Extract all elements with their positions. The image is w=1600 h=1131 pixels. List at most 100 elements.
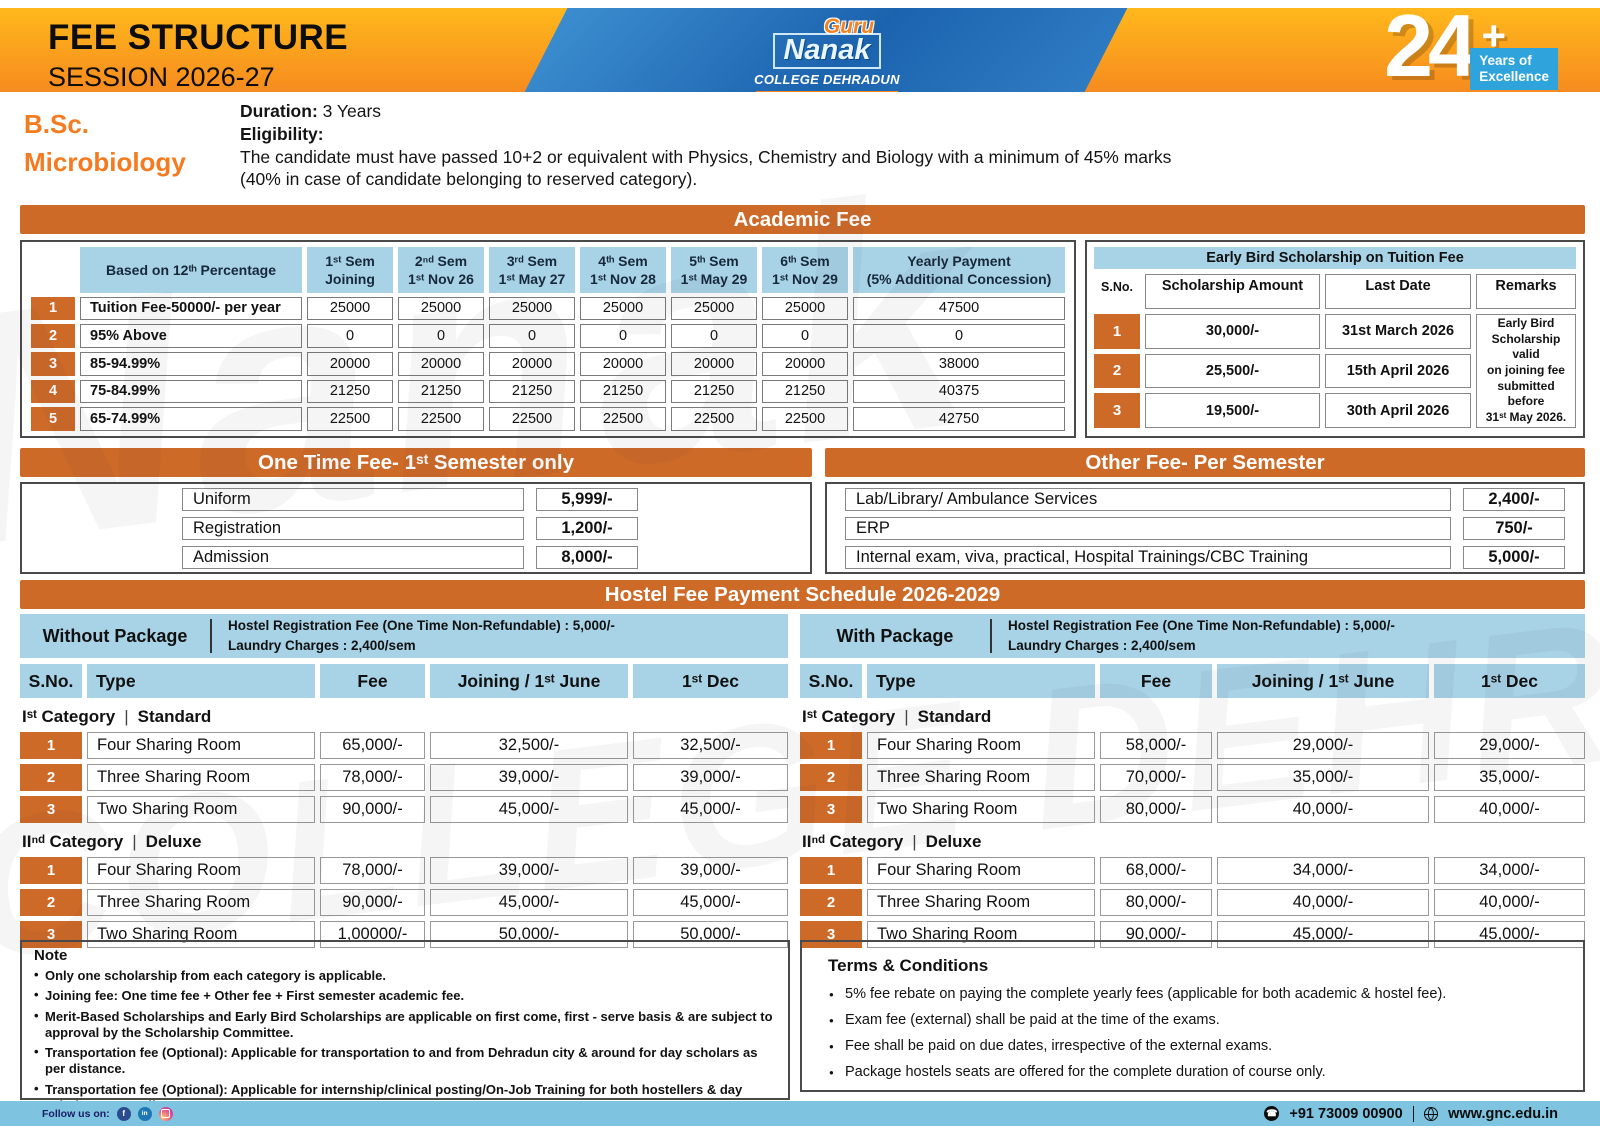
package-header-band: Without Package Hostel Registration Fee … <box>20 614 788 658</box>
phone-number: +91 73009 00900 <box>1289 1105 1403 1122</box>
category-kind: Standard <box>917 707 992 726</box>
fee-cell: 20000 <box>398 351 484 376</box>
fee-item-label: Registration <box>182 516 524 540</box>
package-info: Hostel Registration Fee (One Time Non-Re… <box>992 616 1395 657</box>
col-header-type: Type <box>87 664 315 698</box>
room-fee: 1,00000/- <box>320 921 425 948</box>
fee-cell: 0 <box>398 324 484 348</box>
divider: | <box>124 707 129 726</box>
col-header-percentage: Based on 12ᵗʰ Percentage <box>80 247 302 293</box>
linkedin-icon[interactable]: in <box>137 1106 152 1121</box>
col-header-joining: Joining / 1ˢᵗ June <box>430 664 628 698</box>
room-type: Two Sharing Room <box>87 921 315 948</box>
facebook-icon[interactable]: f <box>116 1106 131 1121</box>
college-logo: Guru Nanak COLLEGE DEHRADUN NAAC ACCREDI… <box>742 16 912 92</box>
row-number: 4 <box>31 379 75 404</box>
divider: | <box>912 832 917 851</box>
fee-row: Registration 1,200/- <box>182 516 810 540</box>
early-bird-scholarship-table: Early Bird Scholarship on Tuition Fee S.… <box>1085 240 1585 438</box>
joining-installment: 39,000/- <box>430 857 628 884</box>
col-header-sno: S.No. <box>20 664 82 698</box>
fee-row: Lab/Library/ Ambulance Services 2,400/- <box>845 487 1565 511</box>
fee-row: Admission 8,000/- <box>182 545 810 569</box>
category-name: Iˢᵗ Category <box>802 707 896 726</box>
fee-cell: 38000 <box>853 351 1065 376</box>
hostel-fee-banner: Hostel Fee Payment Schedule 2026-2029 <box>20 580 1585 609</box>
row-label: Tuition Fee-50000/- per year <box>80 296 302 321</box>
globe-icon <box>1424 1106 1439 1121</box>
category-name: IIⁿᵈ Category <box>22 832 124 851</box>
room-type: Two Sharing Room <box>867 796 1095 823</box>
table-row: 1 Tuition Fee-50000/- per year 25000 250… <box>31 296 1065 321</box>
room-type: Four Sharing Room <box>867 857 1095 884</box>
social-links: Follow us on: f in <box>42 1106 173 1121</box>
room-fee: 78,000/- <box>320 764 425 791</box>
row-label: 85-94.99% <box>80 351 302 376</box>
one-time-fee-box: Uniform 5,999/- Registration 1,200/- Adm… <box>20 482 812 574</box>
col-header-sem4: 4ᵗʰ Sem 1ˢᵗ Nov 28 <box>580 247 666 293</box>
row-label: 65-74.99% <box>80 407 302 431</box>
remarks-cell: Early Bird Scholarship valid on joining … <box>1476 313 1576 428</box>
dec-installment: 32,500/- <box>633 732 788 759</box>
col-header-dec: 1ˢᵗ Dec <box>633 664 788 698</box>
fee-cell: 42750 <box>853 407 1065 431</box>
col-header-sem1: 1ˢᵗ Sem Joining <box>307 247 393 293</box>
fee-item-label: Admission <box>182 545 524 569</box>
terms-bullet: Fee shall be paid on due dates, irrespec… <box>828 1038 1557 1054</box>
last-date: 30th April 2026 <box>1325 393 1471 428</box>
dec-installment: 45,000/- <box>1434 921 1585 948</box>
academic-fee-banner: Academic Fee <box>20 205 1585 234</box>
early-bird-grid: S.No. Scholarship Amount Last Date Remar… <box>1094 274 1576 428</box>
instagram-icon[interactable] <box>158 1106 173 1121</box>
col-header-type: Type <box>867 664 1095 698</box>
row-number: 2 <box>20 764 82 791</box>
dec-installment: 39,000/- <box>633 857 788 884</box>
joining-installment: 50,000/- <box>430 921 628 948</box>
table-row: 4 75-84.99% 21250 21250 21250 21250 2125… <box>31 379 1065 404</box>
row-number: 3 <box>20 796 82 823</box>
table-row: 2 95% Above 0 0 0 0 0 0 0 <box>31 324 1065 348</box>
note-bullet: Only one scholarship from each category … <box>34 967 776 984</box>
hostel-grid: S.No. Type Fee Joining / 1ˢᵗ June 1ˢᵗ De… <box>800 664 1585 948</box>
joining-installment: 35,000/- <box>1217 764 1429 791</box>
early-bird-title: Early Bird Scholarship on Tuition Fee <box>1094 247 1576 269</box>
fee-item-value: 1,200/- <box>536 516 638 540</box>
col-header-sno: S.No. <box>800 664 862 698</box>
fee-item-label: Lab/Library/ Ambulance Services <box>845 487 1451 511</box>
fee-row: Uniform 5,999/- <box>182 487 810 511</box>
fee-item-value: 8,000/- <box>536 545 638 569</box>
package-header-band: With Package Hostel Registration Fee (On… <box>800 614 1585 658</box>
fee-row: ERP 750/- <box>845 516 1565 540</box>
room-fee: 68,000/- <box>1100 857 1212 884</box>
fee-cell: 25000 <box>762 296 848 321</box>
row-number: 2 <box>1094 353 1140 389</box>
duration-label: Duration: <box>240 101 318 121</box>
fee-item-value: 750/- <box>1463 516 1565 540</box>
logo-nanak-text: Nanak <box>773 33 881 69</box>
col-header-joining: Joining / 1ˢᵗ June <box>1217 664 1429 698</box>
website-url[interactable]: www.gnc.edu.in <box>1448 1105 1558 1122</box>
fee-item-label: ERP <box>845 516 1451 540</box>
laundry-line: Laundry Charges : 2,400/sem <box>228 638 416 653</box>
row-number: 3 <box>31 351 75 376</box>
fee-cell: 22500 <box>671 407 757 431</box>
fee-cell: 0 <box>580 324 666 348</box>
session-subtitle: SESSION 2026-27 <box>48 62 275 92</box>
col-header-sem5: 5ᵗʰ Sem 1ˢᵗ May 29 <box>671 247 757 293</box>
row-number: 3 <box>20 921 82 948</box>
logo-college-text: COLLEGE DEHRADUN <box>754 72 900 87</box>
room-type: Three Sharing Room <box>87 764 315 791</box>
fee-cell: 25000 <box>671 296 757 321</box>
table-row: 3 85-94.99% 20000 20000 20000 20000 2000… <box>31 351 1065 376</box>
col-header-lastdate: Last Date <box>1325 274 1471 309</box>
row-label: 75-84.99% <box>80 379 302 404</box>
row-number: 1 <box>800 857 862 884</box>
hostel-with-package: With Package Hostel Registration Fee (On… <box>800 614 1585 948</box>
fee-cell: 22500 <box>580 407 666 431</box>
terms-bullet: Exam fee (external) shall be paid at the… <box>828 1012 1557 1028</box>
laundry-line: Laundry Charges : 2,400/sem <box>1008 638 1196 653</box>
row-number: 2 <box>800 764 862 791</box>
room-fee: 80,000/- <box>1100 889 1212 916</box>
row-number: 2 <box>20 889 82 916</box>
category-name: IIⁿᵈ Category <box>802 832 904 851</box>
